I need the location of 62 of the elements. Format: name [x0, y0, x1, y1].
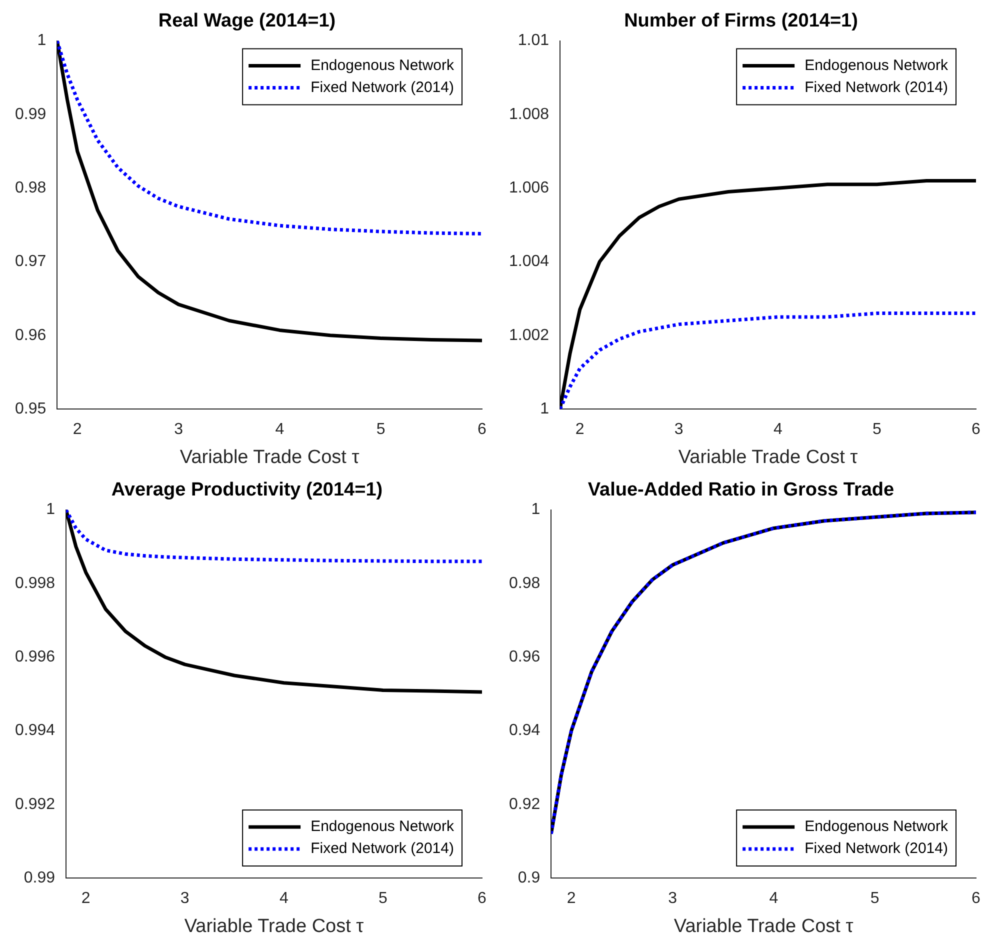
legend-label: Fixed Network (2014)	[804, 840, 948, 858]
y-tick-label: 1.01	[518, 32, 550, 50]
x-axis-title: Variable Trade Cost τ	[674, 916, 854, 937]
legend-label: Fixed Network (2014)	[310, 78, 454, 96]
x-tick-label: 4	[769, 890, 778, 908]
x-tick-label: 4	[279, 890, 288, 908]
y-tick-label: 1.008	[508, 106, 550, 123]
x-tick-label: 2	[72, 421, 82, 438]
x-axis-title: Variable Trade Cost τ	[678, 446, 858, 468]
y-tick-label: 0.996	[14, 648, 56, 666]
y-tick-label: 1	[531, 501, 540, 518]
x-tick-label: 6	[972, 890, 981, 908]
chart-title: Average Productivity (2014=1)	[111, 480, 383, 501]
y-tick-label: 0.9	[518, 869, 540, 886]
x-tick-label: 3	[674, 421, 684, 438]
y-tick-label: 0.99	[24, 869, 56, 886]
chart-title: Value-Added Ratio in Gross Trade	[588, 480, 894, 501]
y-tick-label: 1.002	[508, 326, 550, 344]
y-tick-label: 0.98	[15, 179, 46, 196]
x-tick-label: 2	[566, 890, 576, 908]
y-tick-label: 0.97	[15, 253, 46, 270]
x-tick-label: 5	[872, 421, 882, 438]
x-tick-label: 5	[376, 421, 386, 438]
x-tick-label: 4	[773, 421, 782, 438]
y-tick-label: 1	[46, 501, 56, 518]
y-tick-label: 1.006	[508, 179, 550, 196]
chart-title: Number of Firms (2014=1)	[624, 10, 858, 32]
y-tick-label: 1.004	[508, 253, 550, 270]
y-tick-label: 0.96	[15, 326, 46, 344]
legend-label: Endogenous Network	[804, 818, 948, 836]
legend-label: Endogenous Network	[310, 56, 454, 74]
y-tick-label: 0.998	[14, 574, 56, 592]
y-tick-label: 0.96	[509, 648, 540, 666]
y-tick-label: 0.92	[509, 796, 540, 813]
x-tick-label: 3	[668, 890, 678, 908]
y-tick-label: 0.99	[15, 106, 46, 123]
y-tick-label: 0.95	[15, 400, 46, 418]
y-tick-label: 0.994	[14, 722, 56, 740]
legend-label: Endogenous Network	[310, 818, 454, 836]
x-tick-label: 6	[972, 421, 981, 438]
y-tick-label: 1	[37, 32, 46, 50]
x-tick-label: 5	[378, 890, 388, 908]
x-tick-label: 6	[478, 890, 487, 908]
x-tick-label: 3	[174, 421, 184, 438]
line-series	[57, 40, 482, 236]
x-tick-label: 5	[870, 890, 880, 908]
chart-title: Real Wage (2014=1)	[158, 10, 336, 32]
y-tick-label: 0.992	[14, 796, 56, 813]
x-tick-label: 3	[180, 890, 190, 908]
x-tick-label: 6	[478, 421, 487, 438]
legend-label: Fixed Network (2014)	[310, 840, 454, 858]
line-series	[66, 510, 482, 564]
y-tick-label: 0.94	[509, 722, 540, 740]
y-tick-label: 1	[540, 400, 550, 418]
legend-label: Fixed Network (2014)	[804, 78, 948, 96]
x-axis-title: Variable Trade Cost τ	[180, 446, 360, 468]
x-tick-label: 2	[575, 421, 584, 438]
y-tick-label: 0.98	[509, 574, 540, 592]
legend-label: Endogenous Network	[804, 56, 948, 74]
x-axis-title: Variable Trade Cost τ	[184, 916, 364, 937]
x-tick-label: 2	[81, 890, 90, 908]
x-tick-label: 4	[275, 421, 284, 438]
